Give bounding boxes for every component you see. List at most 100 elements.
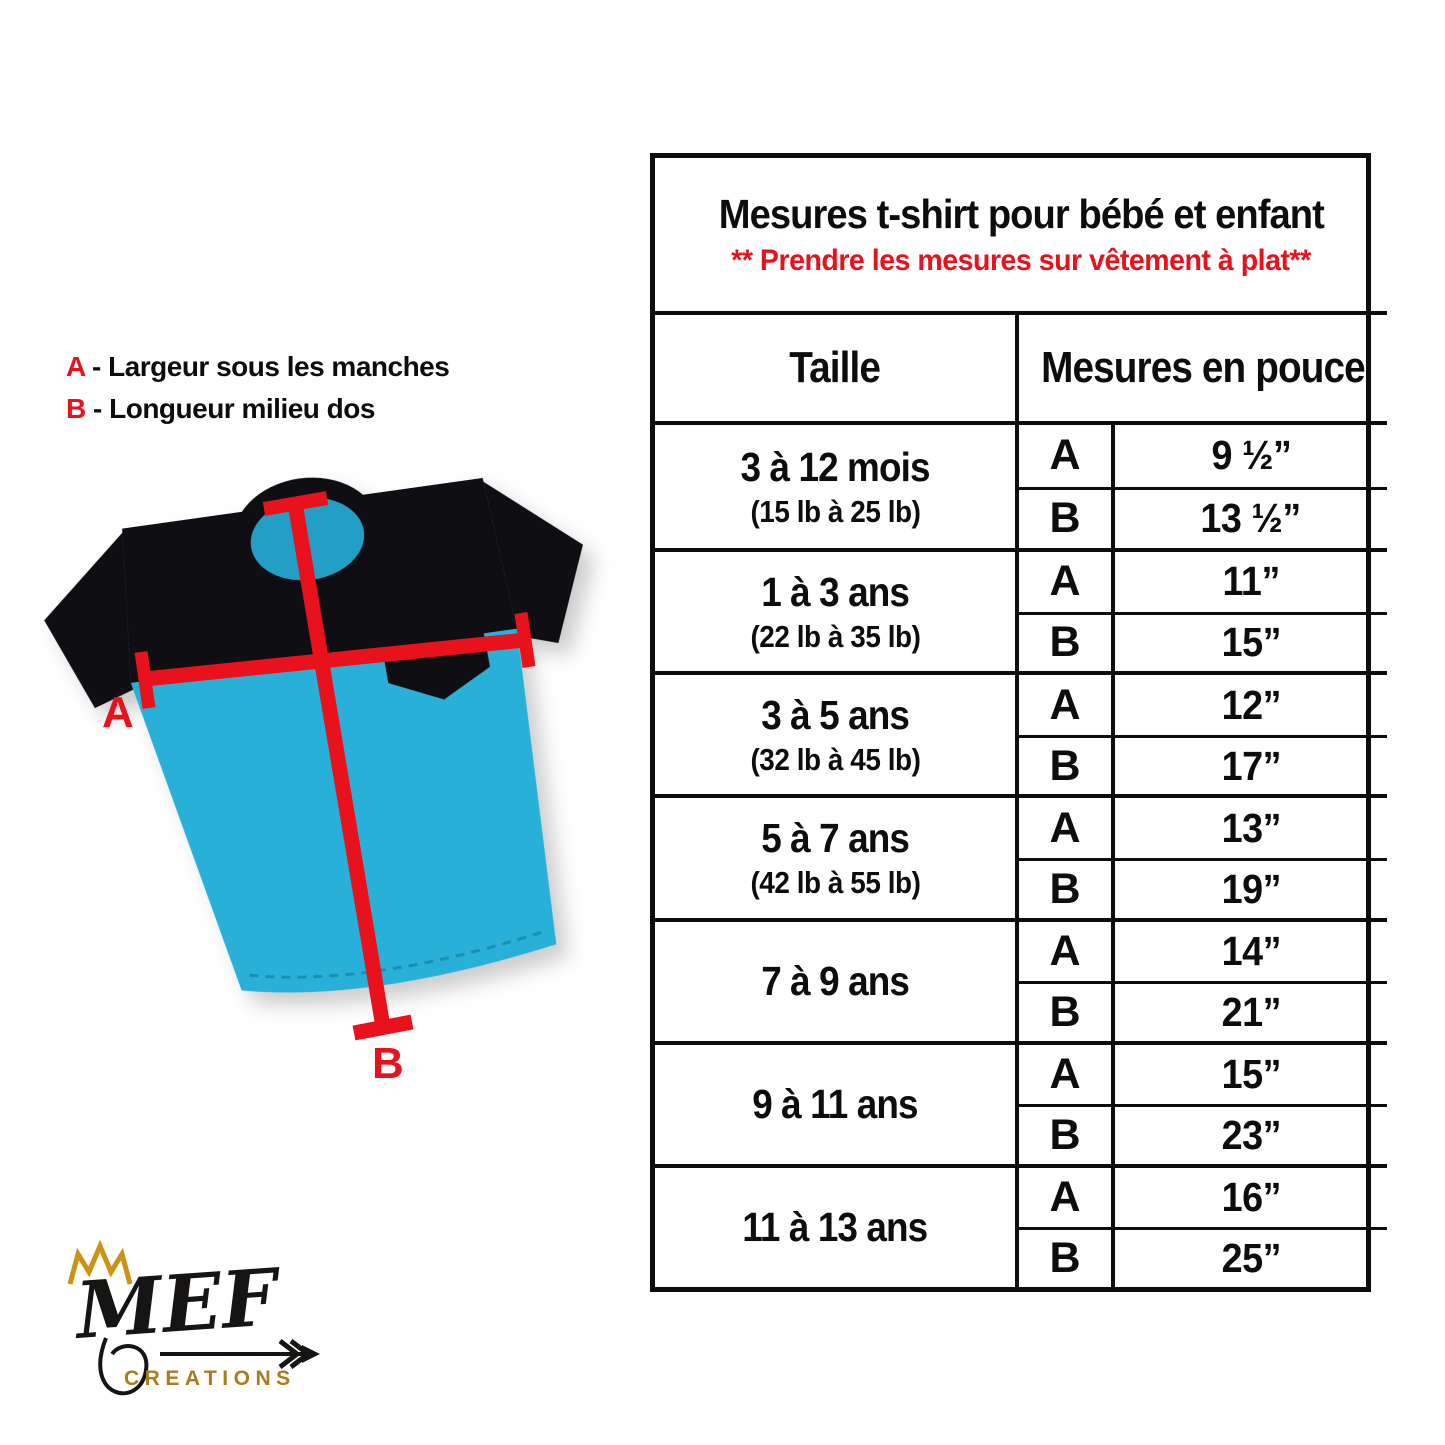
measure-value-a: 9 ½” xyxy=(1115,425,1387,487)
measure-key-b: B xyxy=(1019,857,1115,918)
size-label: 1 à 3 ans xyxy=(761,568,910,615)
measure-value-b: 13 ½” xyxy=(1115,486,1387,549)
measure-value-b: 19” xyxy=(1115,857,1387,918)
size-weight-range: (42 lb à 55 lb) xyxy=(749,864,921,900)
measure-key-a: A xyxy=(1019,425,1115,487)
size-cell: 7 à 9 ans xyxy=(655,921,1019,1041)
size-cell: 9 à 11 ans xyxy=(655,1044,1019,1164)
arrow-icon xyxy=(160,1339,320,1369)
size-weight-range: (22 lb à 35 lb) xyxy=(749,618,921,654)
value-text: 21” xyxy=(1221,988,1281,1035)
size-label: 3 à 5 ans xyxy=(761,691,910,738)
table-row-group-3: 5 à 7 ans (42 lb à 55 lb) A 13” B 19” xyxy=(655,794,1387,918)
brand-logo: MEF CREATIONS xyxy=(67,1239,320,1396)
measure-value-a: 12” xyxy=(1115,675,1387,735)
legend-key-b: B xyxy=(66,393,86,424)
hem-stitching xyxy=(249,930,543,979)
measure-value-a: 15” xyxy=(1115,1045,1387,1105)
tshirt-shape xyxy=(44,477,583,993)
logo-subtext: CREATIONS xyxy=(124,1367,296,1390)
size-weight-range: (15 lb à 25 lb) xyxy=(749,493,921,529)
measure-label-b: B xyxy=(372,1039,404,1088)
table-row-group-4: 7 à 9 ans A 14” B 21” xyxy=(655,917,1387,1041)
size-label: 9 à 11 ans xyxy=(752,1080,918,1127)
arrow-chevron-1 xyxy=(278,1339,302,1369)
measure-line-a-left-cap xyxy=(134,651,156,709)
table-row-group-2: 3 à 5 ans (32 lb à 45 lb) A 12” B 17” xyxy=(655,671,1387,795)
measure-line-b-top-cap xyxy=(262,491,329,516)
measure-value-a: 14” xyxy=(1115,922,1387,982)
value-text: 9 ½” xyxy=(1210,432,1291,479)
measure-key-a: A xyxy=(1019,675,1115,735)
logo-flourish xyxy=(98,1337,149,1396)
value-text: 15” xyxy=(1221,619,1281,666)
legend-text-b: - Longueur milieu dos xyxy=(85,393,375,424)
size-chart-table: Mesures t-shirt pour bébé et enfant ** P… xyxy=(650,153,1387,1292)
size-label: 7 à 9 ans xyxy=(761,957,910,1004)
measure-key-b: B xyxy=(1019,1227,1115,1287)
table-subtitle: ** Prendre les mesures sur vêtement à pl… xyxy=(731,244,1311,277)
value-text: 15” xyxy=(1221,1050,1281,1097)
table-header-row: Taille Mesures en pouce xyxy=(655,315,1387,425)
size-cell: 3 à 12 mois (15 lb à 25 lb) xyxy=(655,425,1019,549)
measure-value-a: 11” xyxy=(1115,552,1387,612)
value-text: 13” xyxy=(1221,804,1281,851)
measure-value-b: 23” xyxy=(1115,1104,1387,1164)
table-row-group-5: 9 à 11 ans A 15” B 23” xyxy=(655,1040,1387,1164)
size-weight-range: (32 lb à 45 lb) xyxy=(749,741,921,777)
crown-icon xyxy=(67,1239,133,1285)
table-row-group-6: 11 à 13 ans A 16” B 25” xyxy=(655,1163,1387,1287)
measure-label-a: A xyxy=(102,688,134,737)
legend-key-a: A xyxy=(66,351,85,382)
value-text: 11” xyxy=(1222,558,1280,605)
measure-key-b: B xyxy=(1019,486,1115,549)
measurement-lines: A B xyxy=(102,491,536,1088)
value-text: 17” xyxy=(1221,742,1281,789)
measure-key-b: B xyxy=(1019,981,1115,1041)
size-label: 3 à 12 mois xyxy=(740,443,930,490)
table-row-group-0: 3 à 12 mois (15 lb à 25 lb) A 9 ½” B 13 … xyxy=(655,425,1387,549)
value-text: 19” xyxy=(1221,865,1281,912)
legend-line-a: A - Largeur sous les manches xyxy=(66,346,450,388)
measure-key-a: A xyxy=(1019,1167,1115,1228)
measure-line-a-right-cap xyxy=(514,612,536,668)
header-cell-mesures: Mesures en pouce xyxy=(1019,315,1387,421)
measure-value-b: 15” xyxy=(1115,611,1387,672)
measure-value-b: 25” xyxy=(1115,1227,1387,1287)
measure-key-a: A xyxy=(1019,1044,1115,1105)
size-label: 5 à 7 ans xyxy=(761,814,910,861)
measure-value-b: 17” xyxy=(1115,734,1387,795)
tshirt-left-sleeve xyxy=(44,530,148,709)
table-row-group-1: 1 à 3 ans (22 lb à 35 lb) A 11” B 15” xyxy=(655,548,1387,672)
table-title: Mesures t-shirt pour bébé et enfant xyxy=(718,191,1324,237)
measure-key-b: B xyxy=(1019,1104,1115,1164)
value-text: 23” xyxy=(1221,1112,1281,1159)
size-label: 11 à 13 ans xyxy=(742,1203,928,1250)
header-label-mesures: Mesures en pouce xyxy=(1041,343,1366,392)
value-text: 25” xyxy=(1221,1235,1281,1282)
value-text: 14” xyxy=(1221,927,1281,974)
measure-key-a: A xyxy=(1019,552,1115,612)
value-text: 13 ½” xyxy=(1200,495,1302,542)
size-cell: 5 à 7 ans (42 lb à 55 lb) xyxy=(655,798,1019,918)
arrow-head xyxy=(302,1345,320,1363)
size-cell: 3 à 5 ans (32 lb à 45 lb) xyxy=(655,675,1019,795)
measure-key-a: A xyxy=(1019,798,1115,858)
measure-value-a: 13” xyxy=(1115,798,1387,858)
value-text: 16” xyxy=(1221,1174,1281,1221)
measure-line-b-bottom-cap xyxy=(352,1014,414,1041)
logo-script-text: MEF xyxy=(70,1252,285,1357)
measure-line-b xyxy=(287,501,391,1029)
measure-value-b: 21” xyxy=(1115,981,1387,1041)
measure-value-a: 16” xyxy=(1115,1168,1387,1228)
header-cell-taille: Taille xyxy=(655,315,1019,421)
measure-key-a: A xyxy=(1019,921,1115,982)
table-title-block: Mesures t-shirt pour bébé et enfant ** P… xyxy=(655,158,1387,315)
header-label-taille: Taille xyxy=(789,343,882,392)
legend-line-b: B - Longueur milieu dos xyxy=(66,388,449,430)
value-text: 12” xyxy=(1221,681,1281,728)
size-cell: 1 à 3 ans (22 lb à 35 lb) xyxy=(655,552,1019,672)
tshirt-photo: A B xyxy=(44,477,583,1088)
size-cell: 11 à 13 ans xyxy=(655,1167,1019,1287)
